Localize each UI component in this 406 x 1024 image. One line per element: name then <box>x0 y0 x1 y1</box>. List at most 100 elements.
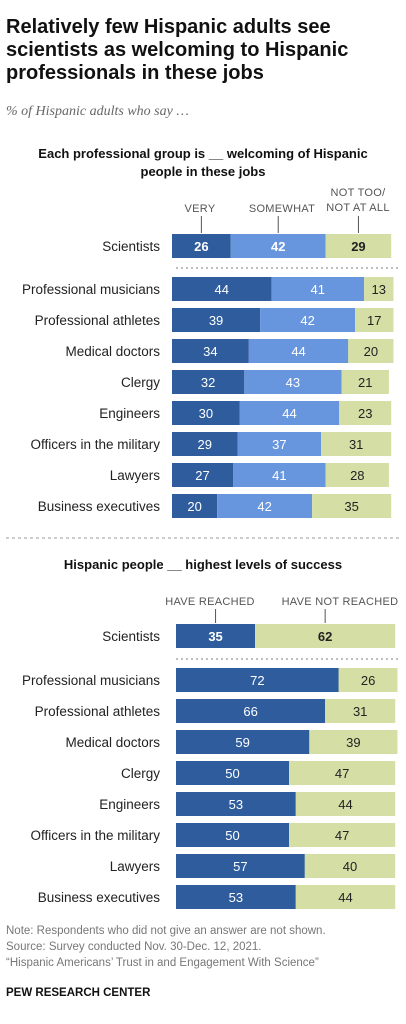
data-label: 44 <box>338 797 352 812</box>
data-label: 53 <box>229 797 243 812</box>
category-label: Engineers <box>99 406 160 421</box>
bar-segment <box>348 339 394 363</box>
category-label: Scientists <box>102 239 160 254</box>
data-label: 62 <box>318 629 332 644</box>
data-label: 44 <box>338 890 352 905</box>
category-label: Engineers <box>99 797 160 812</box>
bar-segment <box>289 823 396 847</box>
bar-segment <box>176 699 326 723</box>
category-label: Professional musicians <box>22 282 160 297</box>
bar-segment <box>176 792 296 816</box>
data-label: 32 <box>201 375 215 390</box>
data-label: 27 <box>195 468 209 483</box>
bar-segment <box>244 370 342 394</box>
category-label: Medical doctors <box>65 735 160 750</box>
data-label: 23 <box>358 406 372 421</box>
bar-segment <box>260 308 356 332</box>
data-label: 57 <box>233 859 247 874</box>
data-label: 20 <box>187 499 201 514</box>
data-label: 29 <box>351 239 365 254</box>
category-label: Lawyers <box>110 859 161 874</box>
bar-segment <box>172 308 261 332</box>
data-label: 26 <box>194 239 208 254</box>
data-label: 72 <box>250 673 264 688</box>
data-label: 20 <box>364 344 378 359</box>
category-label: Medical doctors <box>65 344 160 359</box>
data-label: 28 <box>350 468 364 483</box>
legend-label: HAVE REACHED <box>165 596 255 608</box>
bar-segment <box>295 792 396 816</box>
data-label: 44 <box>214 282 228 297</box>
bar-segment <box>237 432 322 456</box>
bar-segment <box>364 277 394 301</box>
legend-label: NOT TOO/ <box>331 187 387 199</box>
category-label: Lawyers <box>110 468 161 483</box>
chart-subtitle: % of Hispanic adults who say … <box>6 104 189 119</box>
legend-label: SOMEWHAT <box>249 203 315 215</box>
category-label: Professional athletes <box>35 313 161 328</box>
bar-segment <box>176 823 289 847</box>
data-label: 42 <box>300 313 314 328</box>
category-label: Clergy <box>121 375 160 390</box>
data-label: 37 <box>272 437 286 452</box>
category-label: Professional musicians <box>22 673 160 688</box>
data-label: 42 <box>271 239 285 254</box>
bar-segment <box>172 234 231 258</box>
bar-segment <box>176 885 296 909</box>
panel-title: people in these jobs <box>141 164 266 179</box>
bar-segment <box>176 668 339 692</box>
bar-segment <box>172 401 240 425</box>
panel-title: Each professional group is __ welcoming … <box>38 146 367 161</box>
bar-segment <box>304 854 396 878</box>
data-label: 44 <box>282 406 296 421</box>
category-label: Clergy <box>121 766 160 781</box>
data-label: 41 <box>272 468 286 483</box>
bar-segment <box>321 432 392 456</box>
bar-segment <box>172 463 234 487</box>
data-label: 13 <box>372 282 386 297</box>
bar-segment <box>172 432 238 456</box>
data-label: 43 <box>286 375 300 390</box>
data-label: 31 <box>349 437 363 452</box>
legend-label: NOT AT ALL <box>326 202 390 214</box>
data-label: 44 <box>291 344 305 359</box>
data-label: 53 <box>229 890 243 905</box>
data-label: 66 <box>243 704 257 719</box>
data-label: 39 <box>209 313 223 328</box>
bar-segment <box>289 761 396 785</box>
bar-segment <box>312 494 392 518</box>
bar-segment <box>217 494 313 518</box>
source-text: Source: Survey conducted Nov. 30-Dec. 12… <box>6 941 262 953</box>
bar-segment <box>325 699 396 723</box>
bar-segment <box>341 370 389 394</box>
data-label: 41 <box>311 282 325 297</box>
data-label: 30 <box>199 406 213 421</box>
panel-title: Hispanic people __ highest levels of suc… <box>64 557 342 572</box>
legend-label: HAVE NOT REACHED <box>282 596 399 608</box>
bar-segment <box>172 370 245 394</box>
data-label: 47 <box>335 828 349 843</box>
data-label: 39 <box>346 735 360 750</box>
bar-segment <box>176 761 289 785</box>
chart-title: Relatively few Hispanic adults see scien… <box>6 16 349 84</box>
data-label: 42 <box>257 499 271 514</box>
category-label: Professional athletes <box>35 704 161 719</box>
category-label: Officers in the military <box>30 437 160 452</box>
bar-segment <box>233 463 326 487</box>
bar-segment <box>172 277 272 301</box>
data-label: 40 <box>343 859 357 874</box>
data-label: 17 <box>367 313 381 328</box>
data-label: 21 <box>358 375 372 390</box>
category-label: Business executives <box>38 890 161 905</box>
bar-segment <box>176 854 305 878</box>
data-label: 35 <box>344 499 358 514</box>
bar-segment <box>355 308 394 332</box>
bar-segment <box>230 234 326 258</box>
bar-segment <box>176 730 310 754</box>
category-label: Officers in the military <box>30 828 160 843</box>
data-label: 47 <box>335 766 349 781</box>
data-label: 29 <box>198 437 212 452</box>
source-organization: PEW RESEARCH CENTER <box>6 987 151 999</box>
bar-segment <box>309 730 398 754</box>
